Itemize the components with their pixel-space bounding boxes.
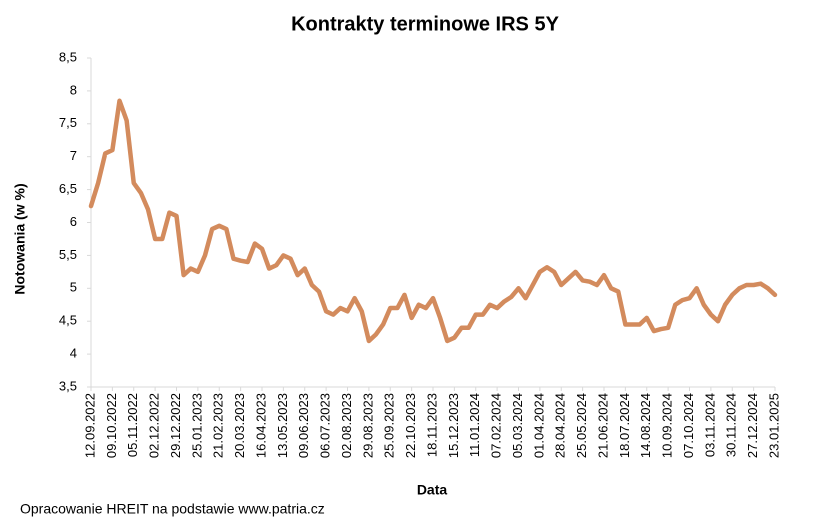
x-tick-label: 29.08.2023	[360, 393, 375, 458]
x-tick-label: 27.12.2024	[745, 393, 760, 458]
x-tick-label: 05.03.2024	[510, 393, 525, 458]
x-tick-label: 25.09.2023	[382, 393, 397, 458]
y-tick-label: 7,5	[59, 115, 77, 130]
x-tick-label: 13.05.2023	[275, 393, 290, 458]
y-tick-label: 8	[70, 82, 77, 97]
x-tick-label: 03.11.2024	[702, 393, 717, 457]
x-tick-label: 20.03.2023	[232, 393, 247, 458]
x-tick-label: 15.12.2023	[446, 393, 461, 458]
y-tick-label: 4	[70, 346, 77, 361]
x-tick-label: 25.01.2023	[189, 393, 204, 458]
source-note: Opracowanie HREIT na podstawie www.patri…	[20, 501, 325, 517]
x-tick-label: 09.10.2022	[104, 393, 119, 458]
chart-title: Kontrakty terminowe IRS 5Y	[291, 13, 560, 35]
x-tick-label: 02.08.2023	[339, 393, 354, 458]
y-tick-label: 4,5	[59, 313, 77, 328]
x-tick-label: 25.05.2024	[574, 393, 589, 458]
y-tick-label: 8,5	[59, 49, 77, 64]
x-tick-label: 02.12.2022	[147, 393, 162, 458]
x-tick-label: 23.01.2025	[766, 393, 781, 458]
x-tick-label: 29.12.2022	[168, 393, 183, 458]
y-tick-label: 7	[70, 148, 77, 163]
x-tick-label: 14.08.2024	[638, 393, 653, 458]
x-tick-label: 06.07.2023	[318, 393, 333, 458]
x-tick-label: 01.04.2024	[531, 393, 546, 458]
x-tick-label: 28.04.2024	[553, 393, 568, 458]
x-tick-label: 21.06.2024	[595, 393, 610, 458]
x-tick-label: 05.11.2022	[125, 393, 140, 457]
x-tick-label: 30.11.2024	[724, 393, 739, 457]
y-tick-label: 5	[70, 280, 77, 295]
y-tick-label: 5,5	[59, 247, 77, 262]
y-tick-label: 6	[70, 214, 77, 229]
line-series	[88, 98, 778, 344]
x-tick-label: 07.10.2024	[681, 393, 696, 458]
y-tick-label: 6,5	[59, 181, 77, 196]
x-tick-label: 12.09.2022	[82, 393, 97, 458]
x-tick-label: 18.11.2023	[424, 393, 439, 457]
x-tick-label: 07.02.2024	[489, 393, 504, 458]
x-tick-label: 22.10.2023	[403, 393, 418, 458]
x-tick-label: 10.09.2024	[660, 393, 675, 458]
x-tick-label: 18.07.2024	[617, 393, 632, 458]
x-axis-title: Data	[417, 482, 448, 498]
x-tick-label: 11.01.2024	[467, 393, 482, 457]
x-tick-label: 16.04.2023	[253, 393, 268, 458]
x-tick-label: 09.06.2023	[296, 393, 311, 458]
x-tick-label: 21.02.2023	[211, 393, 226, 458]
y-axis-title: Notowania (w %)	[12, 183, 28, 294]
y-tick-label: 3,5	[59, 378, 77, 393]
